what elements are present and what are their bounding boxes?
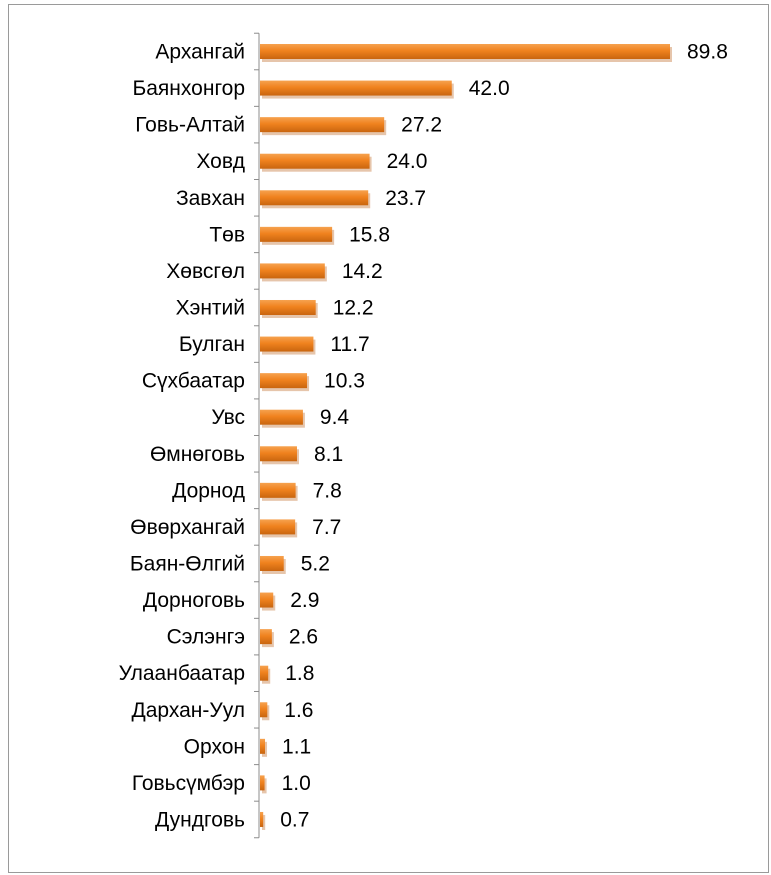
- bar-5: [260, 226, 333, 242]
- bar-17: [260, 665, 269, 681]
- bar-3: [260, 153, 370, 169]
- value-label: 5.2: [301, 552, 330, 575]
- category-label: Дорноговь: [143, 589, 245, 612]
- value-label: 1.8: [285, 662, 314, 685]
- value-label: 89.8: [687, 41, 728, 64]
- value-label: 10.3: [324, 370, 365, 393]
- category-label: Сэлэнгэ: [167, 626, 245, 649]
- category-label: Төв: [209, 223, 245, 246]
- bar-14: [260, 555, 284, 571]
- bars: [260, 44, 672, 830]
- bar-chart: Архангай 89.8 Баянхонгор 42.0 Говь-Алтай 27.2…: [119, 32, 728, 839]
- category-label: Улаанбаатар: [119, 662, 245, 685]
- bar-18: [260, 702, 268, 718]
- bar-2: [260, 117, 385, 133]
- category-label: Өмнөговь: [150, 443, 245, 466]
- category-label: Архангай: [155, 41, 245, 64]
- bar-11: [260, 446, 297, 462]
- category-label: Орхон: [184, 735, 245, 758]
- value-label: 15.8: [349, 223, 390, 246]
- bar-8: [260, 336, 314, 352]
- bar-4: [260, 190, 369, 206]
- value-label: 9.4: [320, 406, 350, 429]
- value-label: 7.7: [312, 516, 341, 539]
- value-label: 7.8: [313, 479, 342, 502]
- category-label: Увс: [211, 406, 245, 429]
- value-label: 27.2: [401, 114, 442, 137]
- category-label: Сүхбаатар: [142, 370, 245, 393]
- category-label: Баян-Өлгий: [130, 552, 245, 575]
- bar-shadow: [262, 814, 266, 830]
- value-label: 1.1: [282, 735, 311, 758]
- category-label: Завхан: [176, 187, 245, 210]
- value-label: 0.7: [280, 808, 309, 831]
- category-label: Дорнод: [172, 479, 245, 502]
- category-label: Баянхонгор: [132, 77, 245, 100]
- category-axis: [254, 32, 260, 839]
- value-label: 2.6: [289, 626, 318, 649]
- value-label: 24.0: [387, 150, 428, 173]
- bar-7: [260, 299, 316, 315]
- value-label: 1.6: [284, 699, 313, 722]
- bar-13: [260, 519, 296, 535]
- category-label: Өвөрхангай: [130, 516, 245, 539]
- bar-0: [260, 44, 670, 59]
- category-label: Хэнтий: [176, 296, 245, 319]
- category-label: Говьсүмбэр: [132, 772, 245, 795]
- value-label: 42.0: [469, 77, 510, 100]
- bar-20: [260, 775, 265, 791]
- category-label: Дундговь: [155, 808, 245, 831]
- category-label: Ховд: [196, 150, 245, 173]
- category-label: Говь-Алтай: [135, 114, 245, 137]
- value-label: 1.0: [282, 772, 311, 795]
- bar-10: [260, 409, 303, 425]
- bar-21: [260, 811, 264, 827]
- bar-16: [260, 629, 272, 645]
- bar-12: [260, 482, 296, 498]
- value-label: 14.2: [342, 260, 383, 283]
- bar-15: [260, 592, 274, 608]
- chart-frame: Архангай 89.8 Баянхонгор 42.0 Говь-Алтай 27.2…: [8, 4, 769, 873]
- category-label: Булган: [179, 333, 245, 356]
- bar-9: [260, 373, 308, 389]
- value-label: 23.7: [385, 187, 426, 210]
- value-label: 2.9: [290, 589, 319, 612]
- value-label: 8.1: [314, 443, 343, 466]
- value-label: 11.7: [330, 333, 369, 356]
- category-label: Дархан-Уул: [131, 699, 245, 722]
- value-label: 12.2: [333, 296, 374, 319]
- bar-1: [260, 80, 452, 96]
- labels: Архангай 89.8 Баянхонгор 42.0 Говь-Алтай 27.2…: [119, 41, 728, 832]
- bar-6: [260, 263, 325, 279]
- bar-19: [260, 738, 266, 754]
- category-label: Хөвсгөл: [166, 260, 245, 283]
